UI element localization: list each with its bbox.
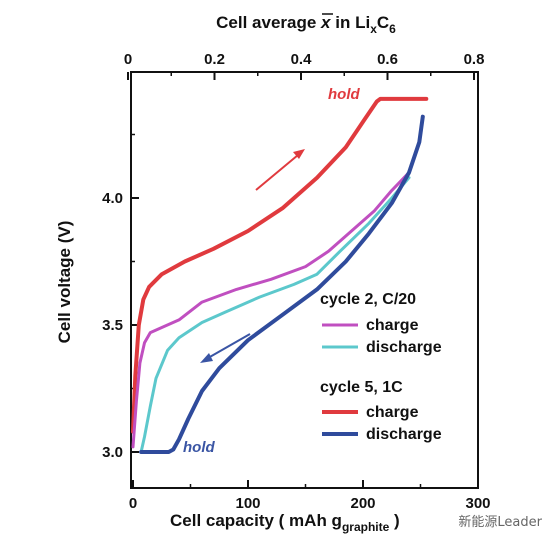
x-tick-label: 200 bbox=[350, 495, 375, 512]
y-axis-label: Cell voltage (V) bbox=[55, 221, 74, 344]
legend-c5-charge: charge bbox=[366, 404, 419, 421]
legend-group2-title: cycle 5, 1C bbox=[320, 379, 403, 396]
x2-tick-label: 0.4 bbox=[291, 51, 313, 68]
legend-c5-discharge: discharge bbox=[366, 426, 442, 443]
hold-top-label: hold bbox=[328, 86, 360, 103]
x2-tick-label: 0 bbox=[124, 51, 132, 68]
series-lines bbox=[131, 96, 429, 454]
series-line-charge-cycle5 bbox=[131, 96, 429, 434]
legend-c2-discharge: discharge bbox=[366, 339, 442, 356]
x-tick-label: 300 bbox=[465, 495, 490, 512]
legend-c2-charge: charge bbox=[366, 317, 419, 334]
x2-tick-label: 0.8 bbox=[464, 51, 485, 68]
series-line-discharge-cycle2 bbox=[139, 176, 411, 454]
x2-tick-label: 0.6 bbox=[377, 51, 398, 68]
ticks: 0 100 200 300 0 0.2 0.4 0.6 0.8 3.0 3.5 4.0 bbox=[102, 51, 490, 512]
x-tick-label: 0 bbox=[129, 495, 137, 512]
series-line-charge-cycle2 bbox=[131, 171, 411, 449]
x-tick-label: 100 bbox=[235, 495, 260, 512]
discharge-arrow bbox=[200, 333, 251, 363]
watermark: 新能源Leader bbox=[458, 515, 542, 530]
legend: cycle 2, C/20 charge discharge cycle 5, … bbox=[320, 291, 442, 443]
x-axis-label: Cell capacity ( mAh ggraphite ) bbox=[170, 511, 400, 534]
charge-arrow bbox=[255, 149, 305, 191]
series-line-discharge-cycle5 bbox=[139, 114, 425, 454]
y-tick-label: 3.5 bbox=[102, 317, 123, 334]
plot-frame bbox=[130, 71, 479, 489]
top-axis-label: Cell average x in LixC6 bbox=[216, 13, 396, 36]
y-tick-label: 3.0 bbox=[102, 444, 123, 461]
x2-tick-label: 0.2 bbox=[204, 51, 225, 68]
legend-group1-title: cycle 2, C/20 bbox=[320, 291, 416, 308]
hold-bottom-label: hold bbox=[183, 439, 215, 456]
y-tick-label: 4.0 bbox=[102, 190, 123, 207]
